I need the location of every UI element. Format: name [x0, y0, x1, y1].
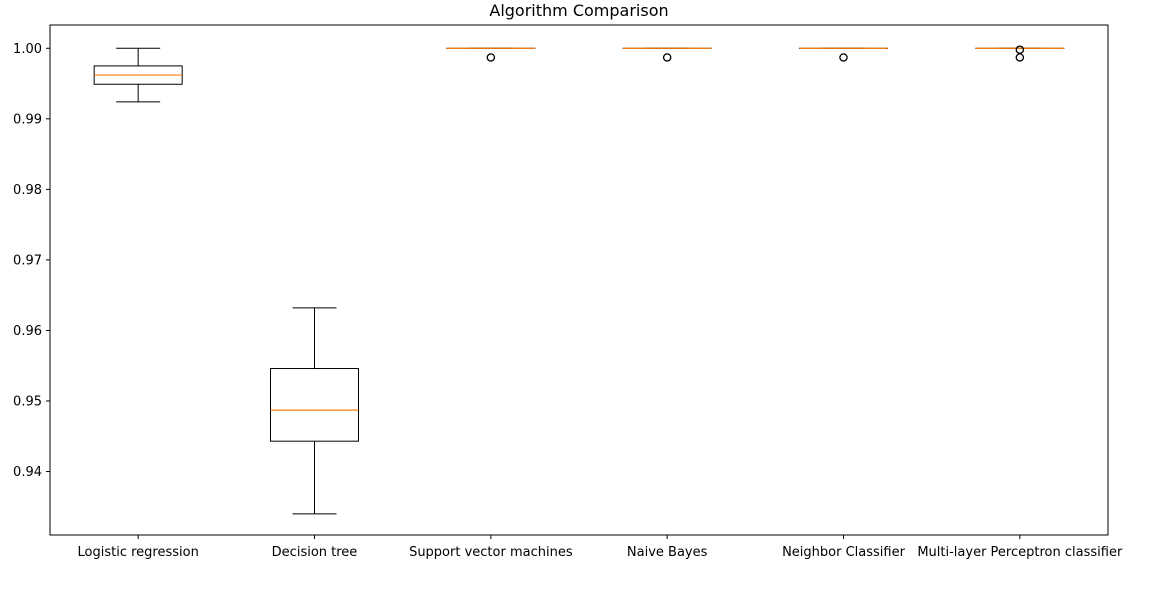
y-tick-label: 0.96: [13, 324, 42, 339]
outlier-point: [486, 53, 496, 62]
y-tick-label: 0.98: [13, 183, 42, 198]
chart-title: Algorithm Comparison: [489, 1, 668, 20]
x-tick-label: Naive Bayes: [627, 545, 708, 560]
x-tick-label: Support vector machines: [409, 545, 573, 560]
x-tick-label: Multi-layer Perceptron classifier: [917, 545, 1123, 560]
y-tick-label: 0.95: [13, 394, 42, 409]
plot-area: 0.94 0.95 0.96 0.97 0.98 0.99 1.00 Logistic reg…: [13, 24, 1123, 560]
y-tick-label: 1.00: [13, 42, 42, 57]
y-tick-label: 0.97: [13, 253, 42, 268]
x-tick-label: Decision tree: [272, 545, 358, 560]
outlier-point: [662, 53, 672, 62]
outlier-point: [839, 53, 848, 62]
y-tick-label: 0.94: [13, 465, 42, 480]
outlier-point: [1015, 45, 1025, 54]
axes-frame: [49, 24, 1109, 536]
y-tick-label: 0.99: [13, 112, 42, 127]
outlier-point: [1015, 53, 1025, 62]
box: [270, 368, 359, 442]
x-tick-label: Logistic regression: [78, 545, 199, 560]
x-tick-label: Neighbor Classifier: [782, 545, 906, 560]
